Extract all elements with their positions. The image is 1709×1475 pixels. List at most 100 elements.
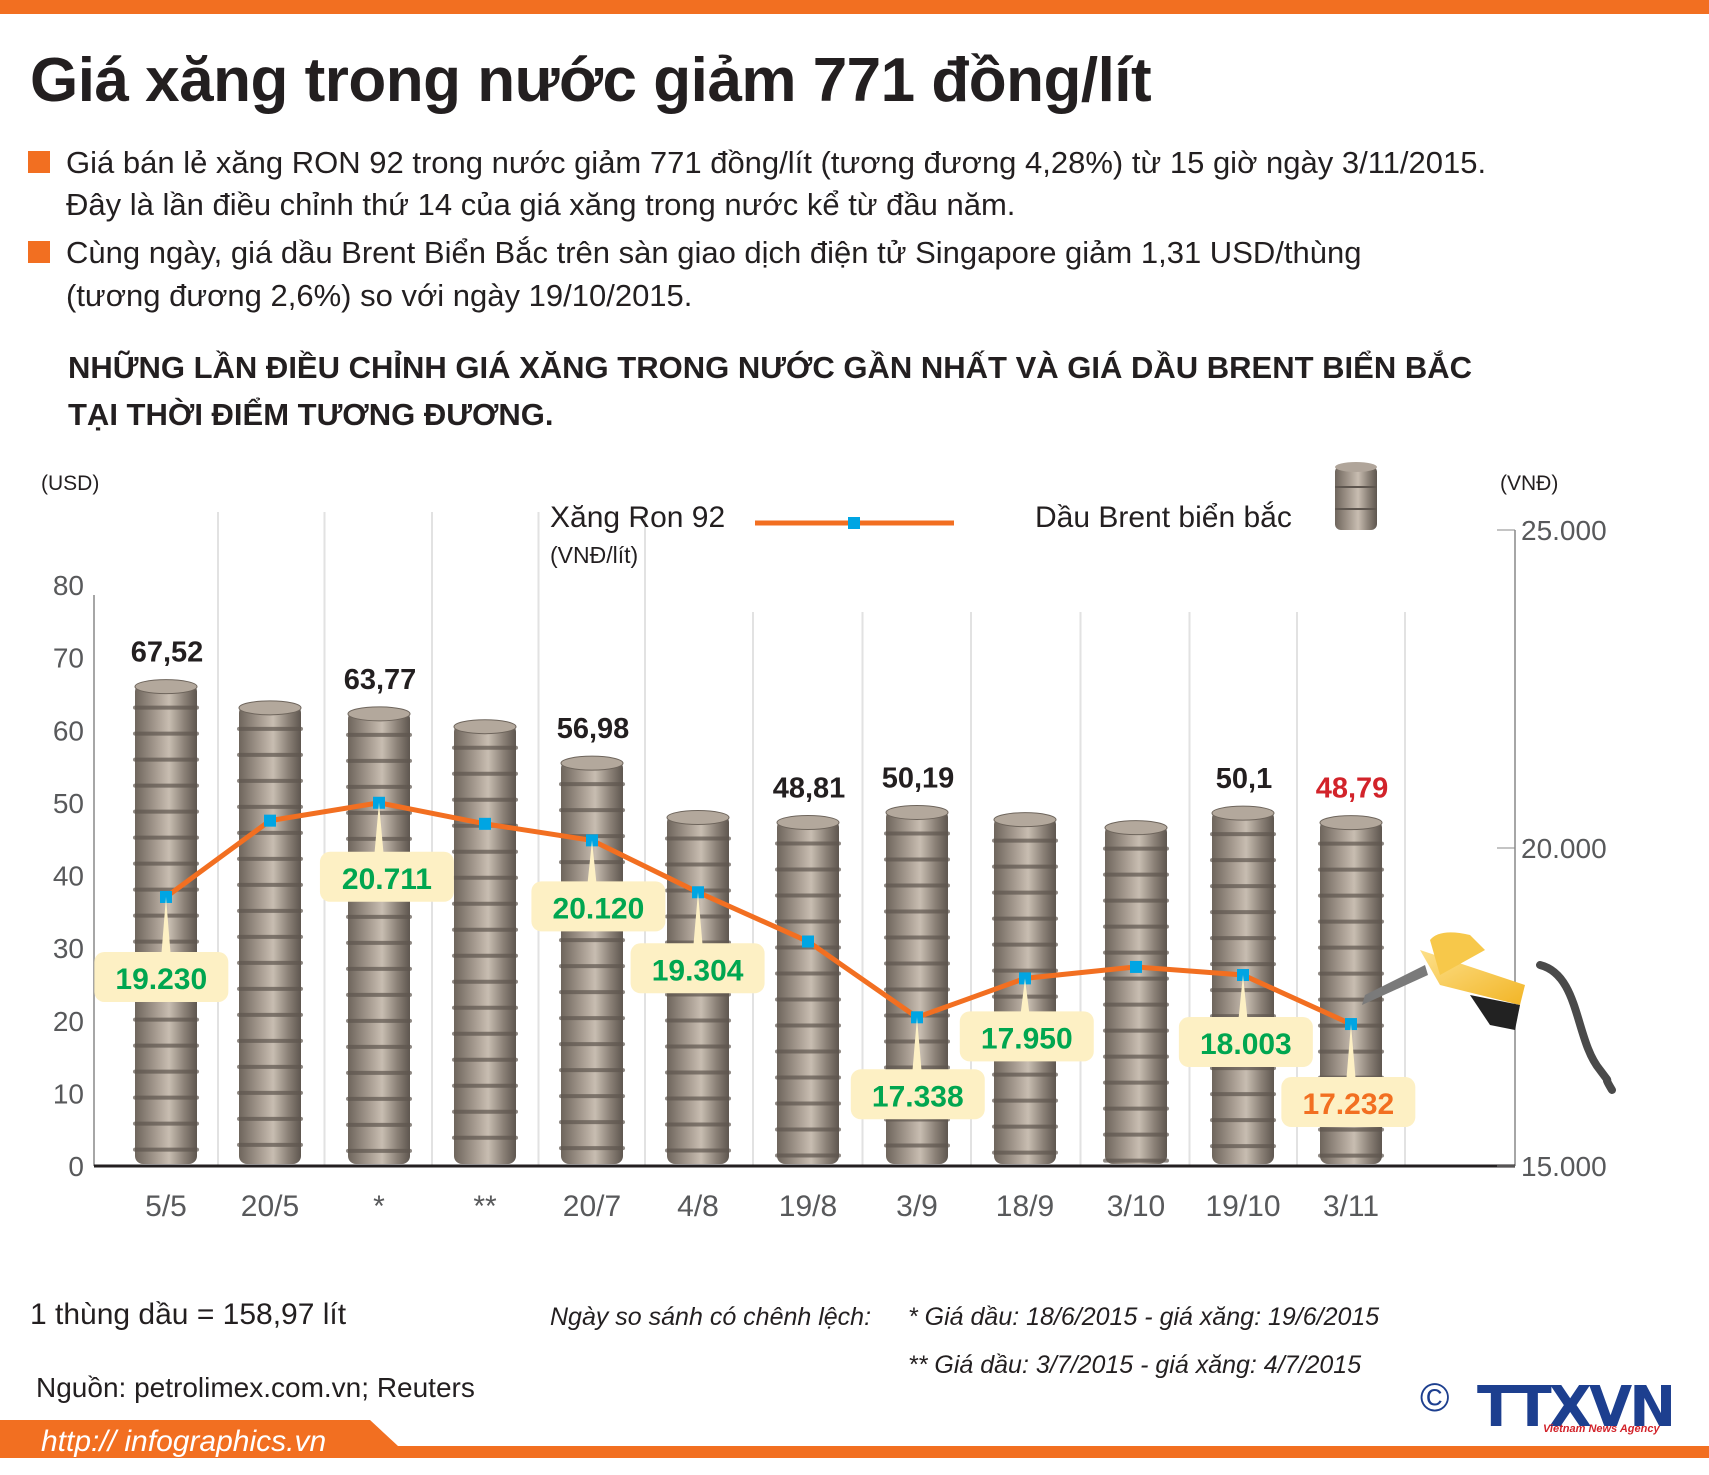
barrel-rib — [1318, 945, 1384, 950]
barrel-rib — [559, 782, 625, 787]
left-axis-tick: 70 — [53, 643, 84, 674]
source-text: Nguồn: petrolimex.com.vn; Reuters — [36, 1372, 475, 1403]
ttxvn-logo-subtitle: Vietnam News Agency — [1543, 1423, 1660, 1435]
barrel-rib — [133, 1147, 199, 1152]
barrel-rib — [452, 875, 518, 880]
barrel-lid — [560, 755, 624, 771]
legend-gasoline-unit: (VNĐ/lít) — [550, 542, 638, 568]
barrel-rib — [992, 1072, 1058, 1077]
barrel-rib — [559, 938, 625, 943]
barrel-rib — [775, 997, 841, 1002]
bullet-1-line-1: Giá bán lẻ xăng RON 92 trong nước giảm 7… — [66, 145, 1487, 180]
barrel-rib — [452, 1135, 518, 1140]
barrel-rib — [452, 797, 518, 802]
gasoline-callout: 20.120 — [531, 840, 666, 932]
barrel-rib — [559, 1120, 625, 1125]
barrel-rib — [133, 783, 199, 788]
left-axis-tick: 30 — [53, 933, 84, 964]
barrel-rib — [992, 1098, 1058, 1103]
barrel-rib — [1103, 872, 1169, 877]
gasoline-callout: 19.230 — [94, 896, 229, 1002]
gasoline-marker — [802, 935, 814, 948]
barrel-rib — [559, 1068, 625, 1073]
barrel-rib — [452, 1083, 518, 1088]
oil-bar — [775, 815, 841, 1164]
gasoline-callout: 17.950 — [959, 978, 1094, 1062]
barrel-rib — [884, 883, 950, 888]
barrel-rib — [133, 1069, 199, 1074]
barrel-rib — [1318, 919, 1384, 924]
barrel-rib — [1210, 1066, 1276, 1071]
gasoline-marker — [1130, 960, 1142, 973]
barrel-rib — [346, 784, 412, 789]
callout-pointer — [912, 1017, 922, 1077]
barrel-rib — [1210, 884, 1276, 889]
barrel-rib — [1318, 841, 1384, 846]
barrel-rib — [346, 732, 412, 737]
barrel-rib — [559, 808, 625, 813]
bullet-2-line-2: (tương đương 2,6%) so với ngày 19/10/201… — [66, 278, 693, 313]
barrel-rib — [1210, 1144, 1276, 1149]
barrel-rib — [1103, 976, 1169, 981]
barrel-rib — [237, 804, 303, 809]
gasoline-callout: 17.338 — [850, 1017, 985, 1120]
date-note-label: Ngày so sánh có chênh lệch: — [550, 1303, 872, 1331]
x-axis-tick: 20/7 — [563, 1190, 621, 1223]
fuel-nozzle-icon — [1362, 932, 1616, 1094]
barrel-rib — [133, 1043, 199, 1048]
barrel-rib — [992, 1150, 1058, 1155]
barrel-rib — [133, 809, 199, 814]
left-axis-tick: 80 — [53, 570, 84, 601]
barrel-rib — [992, 864, 1058, 869]
barrel-body — [454, 723, 516, 1164]
barrel-rib — [133, 1121, 199, 1126]
barrel-rib — [133, 1017, 199, 1022]
barrel-rib — [665, 1122, 731, 1127]
barrel-rib — [775, 893, 841, 898]
barrel-rib — [452, 927, 518, 932]
barrel-rib — [1210, 1092, 1276, 1097]
barrel-rib — [452, 1031, 518, 1036]
barrel-rib — [1103, 1132, 1169, 1137]
barrel-lid — [885, 804, 949, 820]
barrel-rib — [133, 835, 199, 840]
right-axis-tick: 20.000 — [1521, 833, 1607, 864]
barrel-rib — [1103, 1158, 1169, 1163]
barrel-rib — [452, 745, 518, 750]
barrel-lid — [1104, 820, 1168, 836]
barrel-lid — [347, 706, 411, 722]
callout-pointer — [374, 802, 384, 859]
barrel-rib — [1318, 1153, 1384, 1158]
x-axis-tick: 20/5 — [241, 1190, 299, 1223]
oil-bar — [346, 706, 412, 1164]
barrel-lid — [1211, 805, 1275, 821]
barrel-rib — [775, 1049, 841, 1054]
barrel-rib — [237, 1142, 303, 1147]
barrel-rib — [346, 914, 412, 919]
barrel-rib — [1103, 898, 1169, 903]
barrel-lid — [453, 719, 517, 735]
barrel-rib — [884, 909, 950, 914]
gasoline-data-label: 17.950 — [981, 1022, 1073, 1055]
gasoline-data-label: 20.711 — [342, 863, 432, 896]
barrel-rib — [237, 908, 303, 913]
website-link[interactable]: http:// infographics.vn — [41, 1425, 327, 1458]
barrel-rib — [237, 986, 303, 991]
oil-bar — [1103, 820, 1169, 1164]
callout-pointer — [693, 892, 703, 951]
barrel-rib — [346, 1148, 412, 1153]
callout-box — [531, 881, 666, 932]
barrel-rib — [346, 1018, 412, 1023]
barrel-rib — [1210, 936, 1276, 941]
barrel-rib — [452, 771, 518, 776]
barrel-rib — [1210, 910, 1276, 915]
barrel-rib — [665, 1096, 731, 1101]
gasoline-callout: 18.003 — [1178, 975, 1313, 1068]
callout-box — [1178, 1017, 1313, 1068]
barrel-rib — [775, 971, 841, 976]
barrel-rib — [1210, 858, 1276, 863]
barrel-rib — [992, 838, 1058, 843]
barrel-rib — [775, 945, 841, 950]
oil-data-label: 50,1 — [1216, 763, 1272, 795]
